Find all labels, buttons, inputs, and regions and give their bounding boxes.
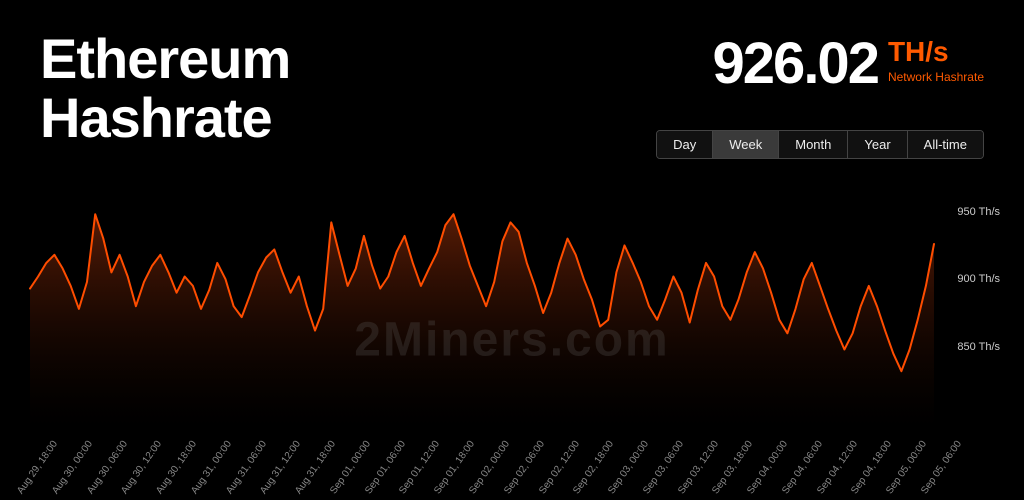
range-tab-all-time[interactable]: All-time <box>908 131 983 158</box>
hashrate-unit: TH/s <box>888 38 949 66</box>
range-tab-week[interactable]: Week <box>713 131 779 158</box>
title-line-2: Hashrate <box>40 89 290 148</box>
range-tab-day[interactable]: Day <box>657 131 713 158</box>
range-tab-year[interactable]: Year <box>848 131 907 158</box>
value-block: 926.02 TH/s Network Hashrate <box>713 30 984 97</box>
title-line-1: Ethereum <box>40 30 290 89</box>
y-axis-tick: 950 Th/s <box>957 206 1000 218</box>
header: Ethereum Hashrate 926.02 TH/s Network Ha… <box>0 0 1024 148</box>
chart-area: 2Miners.com 950 Th/s900 Th/s850 Th/sAug … <box>20 190 1004 490</box>
range-tab-month[interactable]: Month <box>779 131 848 158</box>
hashrate-sublabel: Network Hashrate <box>888 70 984 84</box>
y-axis-tick: 900 Th/s <box>957 273 1000 285</box>
unit-block: TH/s Network Hashrate <box>888 30 984 84</box>
hashrate-value: 926.02 <box>713 30 878 97</box>
range-selector[interactable]: DayWeekMonthYearAll-time <box>656 130 984 159</box>
page-title: Ethereum Hashrate <box>40 30 290 148</box>
y-axis-tick: 850 Th/s <box>957 341 1000 353</box>
